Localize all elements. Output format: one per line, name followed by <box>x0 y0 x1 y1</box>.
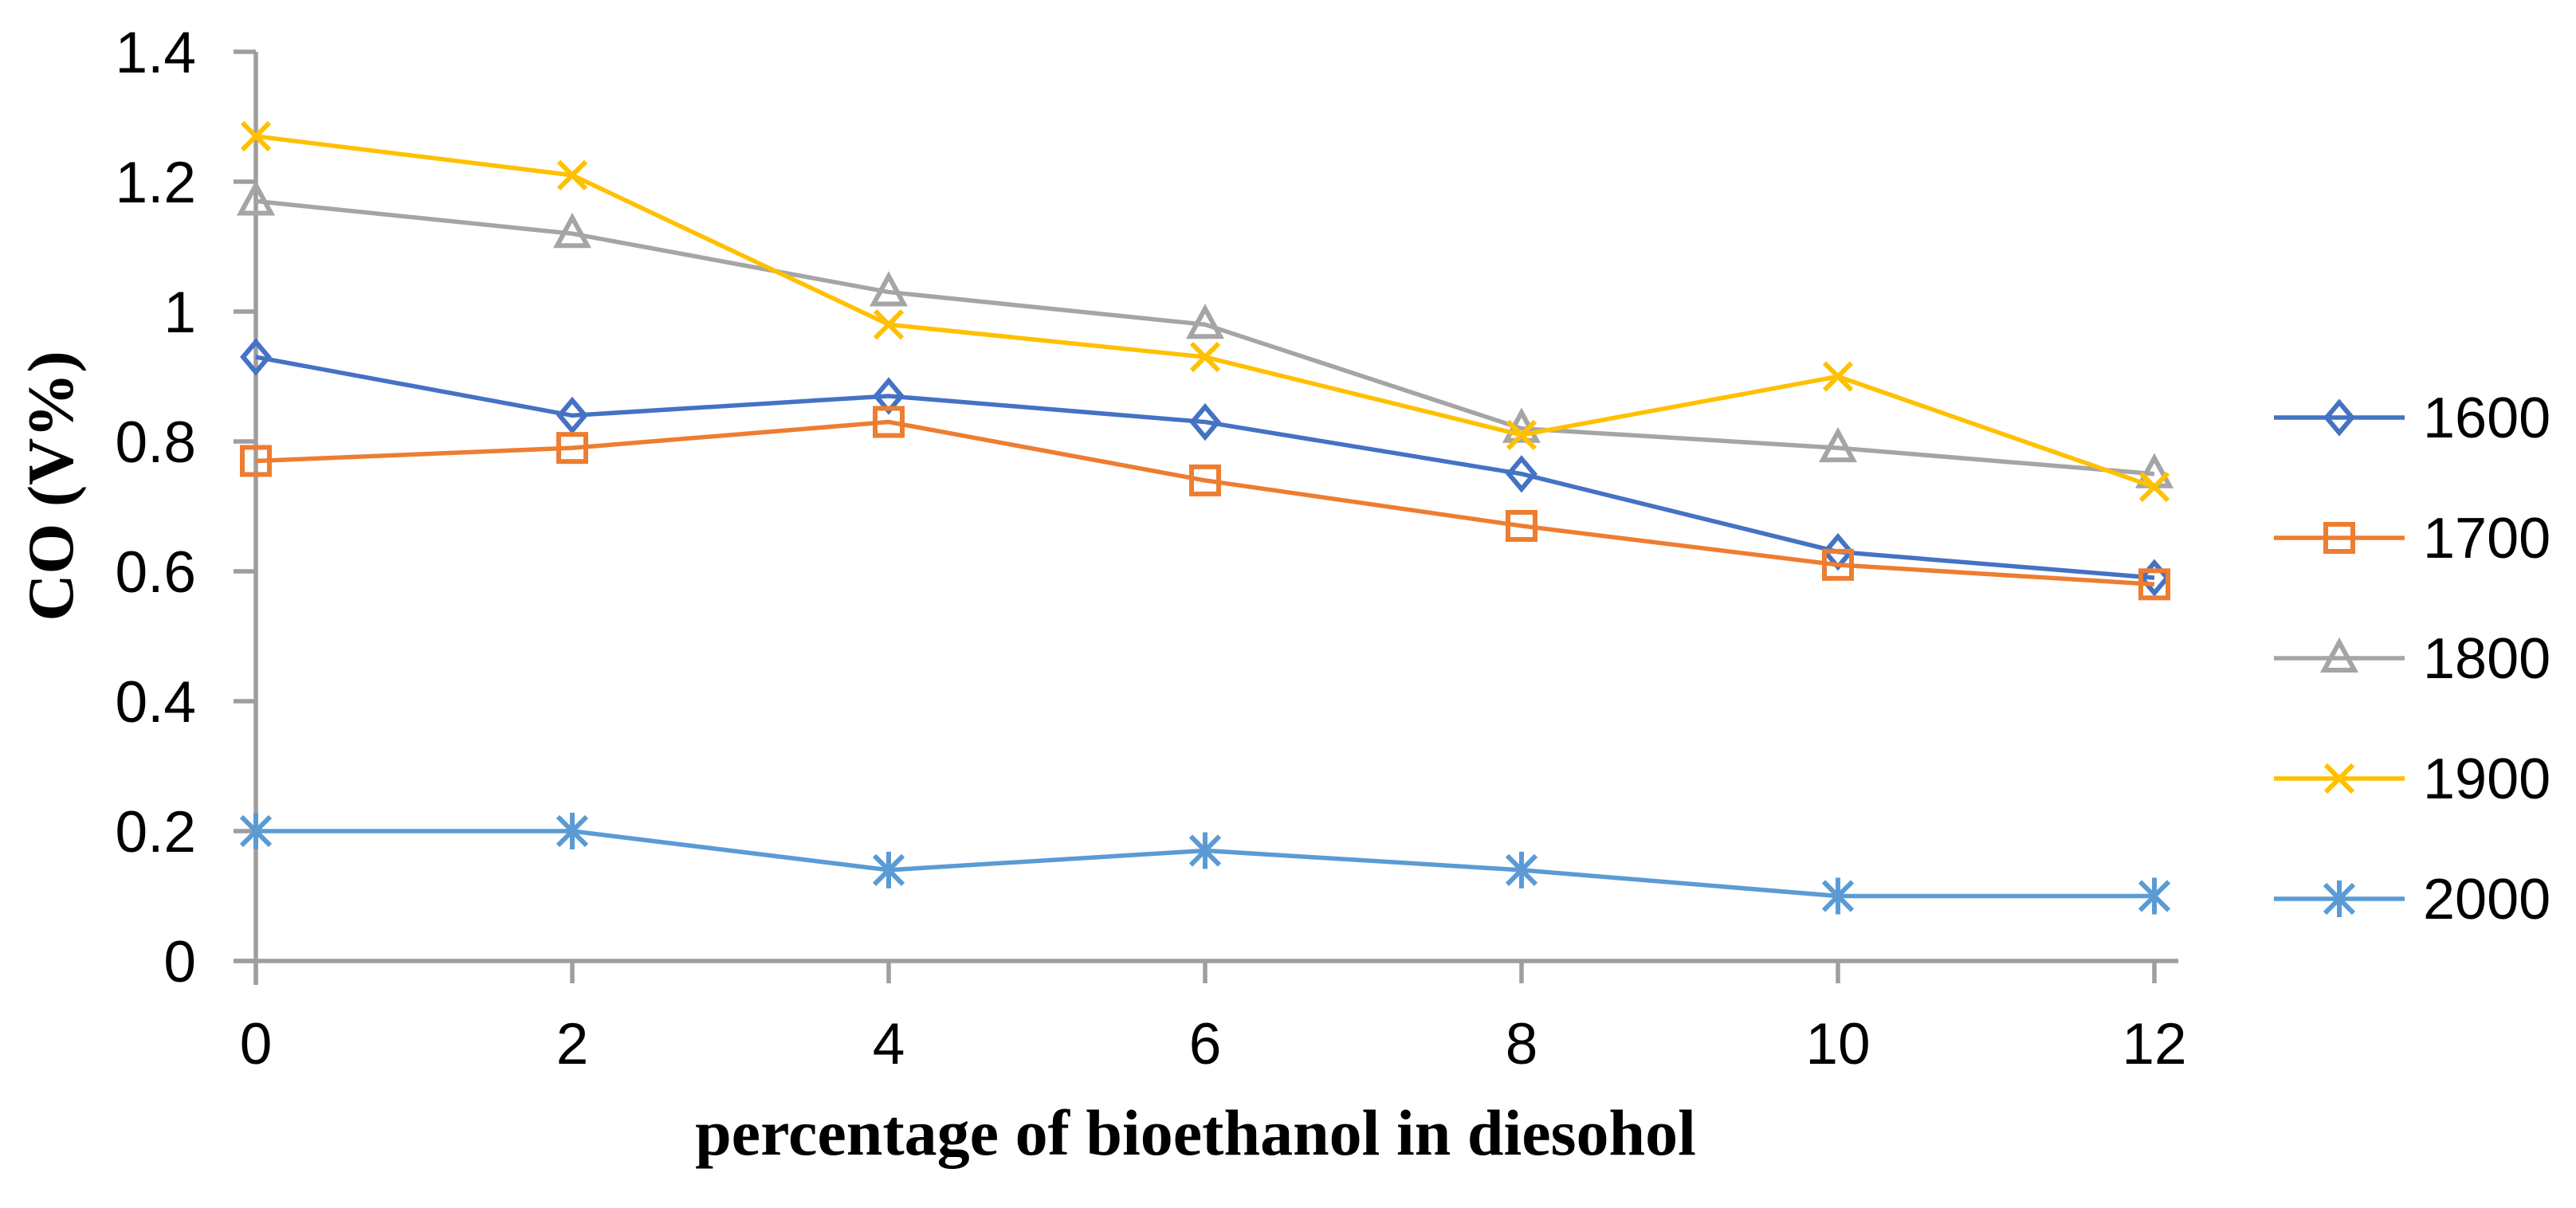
diamond-marker-icon <box>1506 455 1537 493</box>
x-axis-title: percentage of bioethanol in diesohol <box>695 1096 1696 1169</box>
x-marker-icon <box>240 120 272 152</box>
square-marker-icon <box>240 445 272 477</box>
diamond-marker-icon <box>873 377 905 415</box>
asterisk-marker-icon <box>556 813 589 849</box>
triangle-marker-icon <box>2319 637 2359 673</box>
triangle-marker-icon <box>869 271 909 307</box>
asterisk-marker-icon <box>872 851 905 888</box>
legend-item-2000: 2000 <box>2274 868 2550 931</box>
y-tick-label: 0 <box>163 930 196 994</box>
x-tick-label: 0 <box>240 1012 273 1077</box>
y-tick-label: 1.2 <box>116 151 196 215</box>
asterisk-marker-icon <box>1188 832 1222 869</box>
series-1900 <box>240 120 2170 503</box>
square-marker-icon <box>1189 464 1221 496</box>
legend-label: 1700 <box>2423 507 2550 571</box>
y-tick-label: 0.4 <box>116 670 196 735</box>
x-tick-label: 6 <box>1189 1012 1222 1077</box>
y-axis-title: CO (V%) <box>14 351 87 622</box>
y-tick-label: 0.2 <box>116 800 196 865</box>
triangle-marker-icon <box>1185 304 1225 339</box>
square-marker-icon <box>1506 509 1537 542</box>
legend-item-1900: 1900 <box>2274 747 2550 811</box>
x-marker-icon <box>2138 471 2170 503</box>
legend: 1600 1700 1800 1900 2000 <box>2274 386 2550 931</box>
y-tick-label: 1 <box>163 280 196 345</box>
asterisk-marker-icon <box>1505 851 1538 888</box>
square-marker-icon <box>1822 548 1854 581</box>
legend-label: 1900 <box>2423 747 2550 811</box>
x-marker-icon <box>873 309 905 340</box>
series-2000 <box>239 813 2171 915</box>
x-marker-icon <box>1189 341 1221 373</box>
x-tick-label: 10 <box>1805 1012 1870 1077</box>
triangle-marker-icon <box>1818 426 1858 463</box>
series-1700 <box>240 406 2170 601</box>
x-tick-label: 4 <box>873 1012 905 1077</box>
asterisk-marker-icon <box>2138 877 2171 915</box>
diamond-marker-icon <box>2323 398 2355 437</box>
x-marker-icon <box>1822 361 1854 392</box>
legend-label: 2000 <box>2423 868 2550 931</box>
square-marker-icon <box>556 432 588 465</box>
square-marker-icon <box>873 406 905 438</box>
y-tick-label: 1.4 <box>116 21 196 85</box>
square-marker-icon <box>2138 568 2170 601</box>
tick-labels: 0 0.2 0.4 0.6 0.8 1 1.2 1.4 0 2 4 6 8 10 12 <box>116 21 2187 1077</box>
triangle-marker-icon <box>552 212 592 249</box>
triangle-marker-icon <box>236 180 276 216</box>
square-marker-icon <box>2323 522 2355 554</box>
y-tick-label: 0.6 <box>116 540 196 605</box>
x-tick-label: 2 <box>556 1012 589 1077</box>
legend-label: 1800 <box>2423 627 2550 691</box>
x-marker-icon <box>2323 763 2355 794</box>
legend-item-1800: 1800 <box>2274 627 2550 691</box>
series-1700-line <box>255 419 2155 587</box>
diamond-marker-icon <box>240 338 272 376</box>
diamond-marker-icon <box>1189 402 1221 441</box>
asterisk-marker-icon <box>239 813 273 849</box>
x-marker-icon <box>1506 419 1537 450</box>
x-tick-label: 8 <box>1506 1012 1538 1077</box>
y-tick-label: 0.8 <box>116 410 196 475</box>
x-tick-label: 12 <box>2122 1012 2186 1077</box>
legend-item-1700: 1700 <box>2274 507 2550 571</box>
asterisk-marker-icon <box>2323 881 2356 917</box>
x-marker-icon <box>556 159 588 190</box>
diamond-marker-icon <box>556 396 588 435</box>
legend-item-1600: 1600 <box>2274 386 2550 450</box>
asterisk-marker-icon <box>1821 877 1855 915</box>
series-1800-line <box>255 198 2155 477</box>
legend-label: 1600 <box>2423 386 2550 450</box>
